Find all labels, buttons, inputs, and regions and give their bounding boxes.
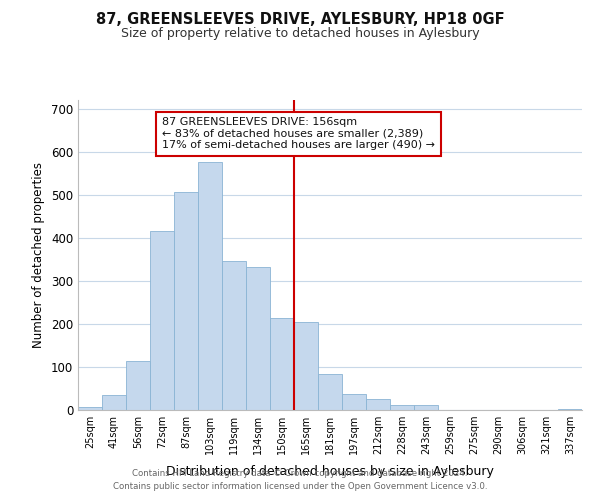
Bar: [78, 406, 102, 410]
Bar: [318, 374, 342, 410]
Bar: [390, 405, 414, 410]
X-axis label: Distribution of detached houses by size in Aylesbury: Distribution of detached houses by size …: [166, 466, 494, 478]
Bar: [150, 231, 174, 410]
Bar: [366, 399, 390, 410]
Text: 87, GREENSLEEVES DRIVE, AYLESBURY, HP18 0GF: 87, GREENSLEEVES DRIVE, AYLESBURY, HP18 …: [95, 12, 505, 28]
Text: 87 GREENSLEEVES DRIVE: 156sqm
← 83% of detached houses are smaller (2,389)
17% o: 87 GREENSLEEVES DRIVE: 156sqm ← 83% of d…: [162, 117, 435, 150]
Bar: [294, 322, 318, 410]
Text: Contains HM Land Registry data © Crown copyright and database right 2024.: Contains HM Land Registry data © Crown c…: [132, 468, 468, 477]
Bar: [558, 409, 582, 410]
Text: Contains public sector information licensed under the Open Government Licence v3: Contains public sector information licen…: [113, 482, 487, 491]
Y-axis label: Number of detached properties: Number of detached properties: [32, 162, 46, 348]
Bar: [174, 192, 198, 410]
Bar: [126, 362, 150, 410]
Bar: [270, 318, 294, 410]
Text: Size of property relative to detached houses in Aylesbury: Size of property relative to detached ho…: [121, 28, 479, 40]
Bar: [246, 266, 270, 410]
Bar: [342, 394, 366, 410]
Bar: [414, 405, 438, 410]
Bar: [198, 162, 222, 410]
Bar: [102, 395, 126, 410]
Bar: [222, 262, 246, 410]
